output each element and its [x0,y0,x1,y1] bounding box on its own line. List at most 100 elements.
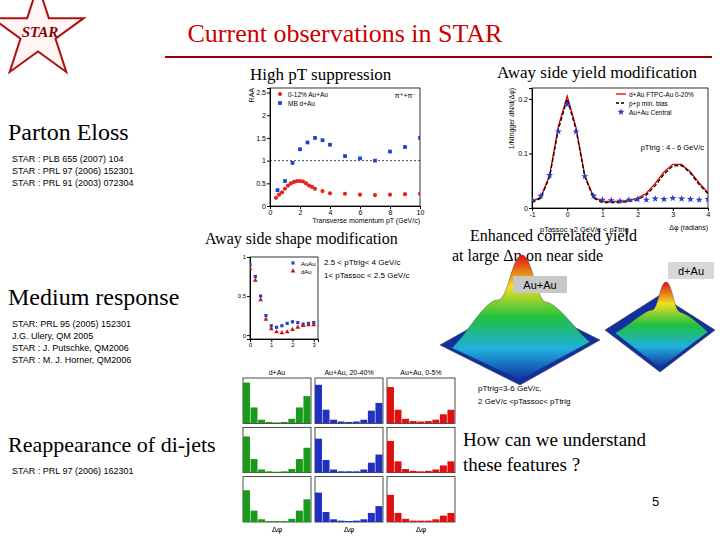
reference: STAR : M. J. Horner, QM2006 [12,355,131,365]
tick: 0 [262,203,270,210]
reference: STAR : PRL 97 (2006) 152301 [12,166,134,176]
histogram-bar [417,422,424,424]
tick-mark [247,296,250,297]
data-point [660,195,667,202]
data-point [388,193,392,197]
tick-mark [529,153,532,154]
plot-area [387,495,454,522]
histogram-bar [323,460,330,473]
histogram-bar [288,519,295,522]
tick: 0 [269,206,273,216]
tick: -1 [529,208,535,218]
data-point [306,322,311,326]
tick: 2 [262,112,270,119]
histogram-bar [395,461,402,472]
histogram-bar [387,441,394,473]
tick-mark [267,115,270,116]
tick-label: 4 [329,209,333,216]
plot-frame [387,477,455,522]
histogram-bar [281,521,288,522]
data-point [283,179,287,183]
series-line [532,99,708,203]
data-point [358,156,362,160]
histogram-bar [345,422,352,423]
data-point [285,329,290,333]
plot-frame [270,88,420,206]
reference: J.G. Ulery, QM 2005 [12,331,93,341]
panel-title: d+Au [269,369,286,376]
tick-mark [267,183,270,184]
tick-label: 6 [359,209,363,216]
legend: AuAudAu [291,261,316,275]
tick-label: 0 [249,342,253,348]
histogram-bar [266,471,273,472]
data-point [279,330,284,334]
histogram-bar [315,439,322,473]
axis: 00.10.2 [518,89,532,212]
plot-frame [243,477,311,522]
panel-title: Au+Au, 20-40% [324,369,373,376]
data-point [258,297,263,301]
tick-label: -1 [529,211,535,218]
tick-label: 1 [243,254,247,260]
topic: Reappearance of di-jets [8,432,216,457]
axis-line [529,89,533,209]
data-point [298,147,302,151]
histogram-bar [296,511,303,522]
histogram-bar [258,469,265,472]
legend: 0-12% Au+AuMB d+Au [278,91,328,107]
data-point [687,195,694,202]
data-point [313,136,317,140]
legend-entry: d+Au FTPC-Au 0-20% [629,91,694,98]
tick-label: 2 [291,342,295,348]
tick: 4 [329,206,333,216]
tick-label: 0.5 [238,293,247,299]
data-point [418,192,420,196]
histogram-bar [338,471,345,472]
tick-label: 0 [243,333,247,339]
histogram-bar [251,459,258,473]
histogram-bar [345,521,352,522]
chart: 012300.51AuAudAu2.5 < pTtrig< 4 GeV/c1< … [238,254,410,348]
data-point [696,196,703,203]
axis-title: 1/Ntrigger dN/d(Δφ) [508,88,516,149]
reference: STAR: PRL 95 (2005) 152301 [12,319,131,329]
tick: 6 [359,206,363,216]
tick-label: 1 [601,211,605,218]
tick-label: 0.1 [518,150,528,157]
plot-area [315,439,382,473]
data-point [280,324,283,327]
annotation: pTtrig : 4 - 6 GeV/c [641,143,705,152]
reference: STAR : PRL 91 (2003) 072304 [12,178,134,188]
tick-label: 8 [389,209,393,216]
histogram-bar [243,383,250,424]
histogram-bar [432,469,439,472]
legend-entry: Au+Au Central [629,109,672,116]
histogram-bar [440,465,447,472]
histogram-bar [402,519,409,522]
surface-ridge [452,255,590,380]
surface-label: d+Au [678,265,704,277]
data-point [275,326,278,329]
histogram-bar [402,419,409,424]
histogram-bar [425,421,432,423]
legend-swatch [291,268,296,272]
surface-label: Au+Au [523,279,556,291]
data-point [290,327,295,331]
plot-frame [250,257,318,339]
data-point [546,171,553,178]
tick: 1 [601,208,605,218]
histogram-bar [395,513,402,522]
data-point [358,193,362,197]
plot-frame [315,477,383,522]
data-point [283,187,287,191]
tick-mark [267,206,270,207]
histogram-bar [288,469,295,473]
data-point [678,195,685,202]
data-point [572,128,579,135]
legend-swatch [616,93,626,94]
histogram-bar [266,422,273,423]
topic: Parton Eloss [8,119,129,145]
histogram-bar [353,471,360,472]
data-point [634,195,641,202]
